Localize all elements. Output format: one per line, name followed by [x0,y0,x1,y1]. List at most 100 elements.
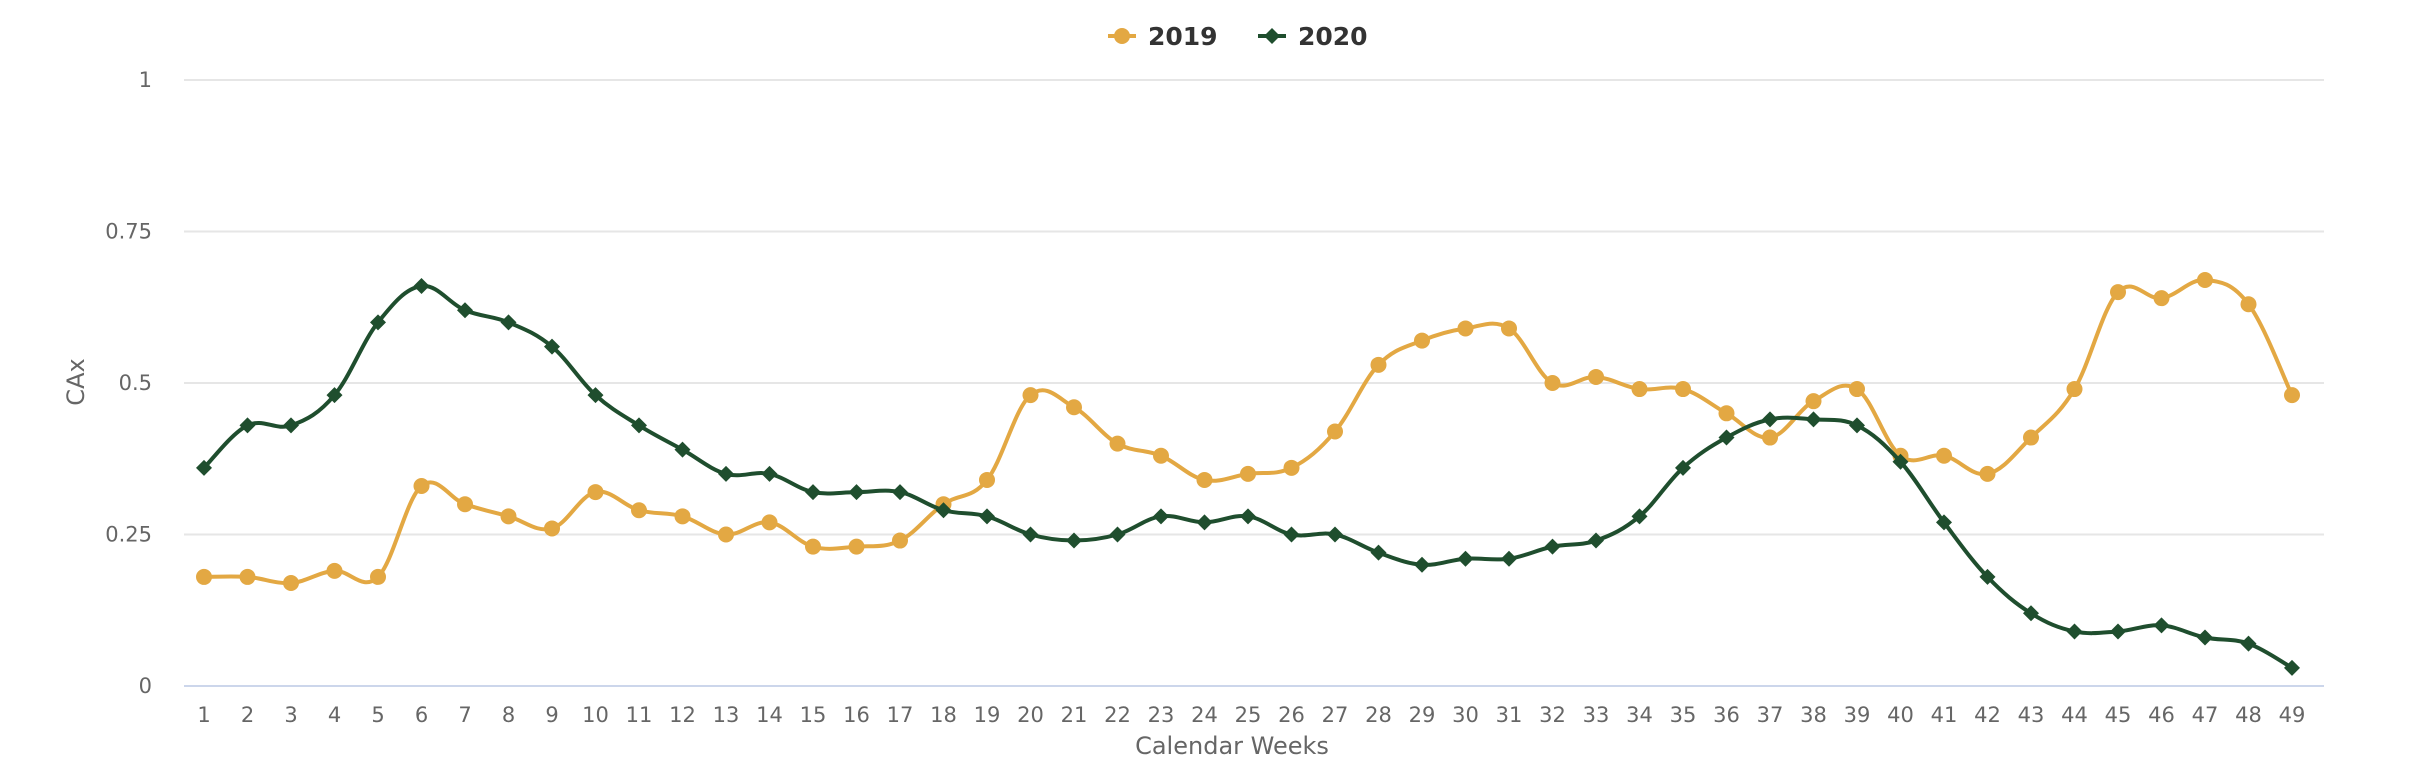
data-point[interactable] [587,387,604,404]
data-point[interactable] [1327,526,1343,543]
legend[interactable]: 2019 2020 [1108,22,1368,51]
data-point[interactable] [1849,381,1865,398]
data-point[interactable] [761,514,778,531]
legend-item-2020[interactable]: 2020 [1258,22,1368,51]
data-point[interactable] [979,508,995,525]
data-point[interactable] [718,526,734,543]
data-point[interactable] [1849,417,1865,434]
legend-item-2019[interactable]: 2019 [1108,22,1218,51]
data-point[interactable] [892,484,908,501]
data-point[interactable] [1544,538,1561,555]
data-point[interactable] [196,568,212,585]
data-point[interactable] [1501,320,1517,337]
data-point[interactable] [848,484,865,501]
data-point[interactable] [805,484,821,501]
data-point[interactable] [1240,465,1256,482]
data-point[interactable] [2197,629,2213,646]
data-point[interactable] [1109,435,1126,452]
data-point[interactable] [1022,526,1039,543]
data-point[interactable] [413,278,430,295]
data-point[interactable] [457,302,473,319]
data-point[interactable] [1544,375,1561,391]
data-point[interactable] [1936,514,1952,531]
data-point[interactable] [805,538,821,555]
data-point[interactable] [283,574,299,591]
data-point[interactable] [2197,271,2213,288]
data-point[interactable] [544,520,560,537]
data-point[interactable] [848,538,865,555]
data-point[interactable] [1588,368,1604,385]
data-point[interactable] [457,496,473,513]
data-point[interactable] [2240,296,2257,313]
data-point[interactable] [2066,623,2083,640]
data-point[interactable] [1675,459,1691,476]
data-point[interactable] [2240,635,2257,652]
data-point[interactable] [1588,532,1604,549]
data-point[interactable] [1892,453,1909,470]
data-point[interactable] [1283,526,1300,543]
data-point[interactable] [1066,532,1082,549]
data-point[interactable] [1762,429,1778,446]
data-point[interactable] [370,314,386,331]
data-point[interactable] [1109,526,1126,543]
data-point[interactable] [935,502,952,519]
data-point[interactable] [1196,514,1213,531]
data-point[interactable] [1370,356,1387,373]
data-point[interactable] [2023,429,2039,446]
data-point[interactable] [761,465,778,482]
data-point[interactable] [1718,405,1735,422]
data-point[interactable] [239,568,256,585]
data-point[interactable] [1805,393,1822,410]
data-point[interactable] [2284,659,2300,676]
data-point[interactable] [2110,284,2126,301]
data-point[interactable] [1805,411,1822,428]
data-point[interactable] [283,417,299,434]
data-point[interactable] [196,459,212,476]
data-point[interactable] [979,471,995,488]
data-point[interactable] [674,508,691,525]
data-point[interactable] [1718,429,1735,446]
data-point[interactable] [370,568,386,585]
data-point[interactable] [1414,332,1430,349]
data-point[interactable] [1457,550,1474,567]
data-point[interactable] [1153,508,1169,525]
data-point[interactable] [1501,550,1517,567]
data-point[interactable] [500,314,517,331]
data-point[interactable] [1370,544,1387,561]
data-point[interactable] [1675,381,1691,398]
data-point[interactable] [892,532,908,549]
data-point[interactable] [1631,381,1648,398]
data-point[interactable] [326,387,343,404]
data-point[interactable] [2066,381,2083,398]
data-point[interactable] [1327,423,1343,440]
data-point[interactable] [1979,465,1996,482]
data-point[interactable] [2153,617,2170,634]
data-point[interactable] [2110,623,2126,640]
data-point[interactable] [587,484,604,501]
data-point[interactable] [1936,447,1952,464]
series-2019[interactable] [196,271,2300,591]
data-point[interactable] [1414,556,1430,573]
data-point[interactable] [674,441,691,458]
data-point[interactable] [2284,387,2300,404]
data-point[interactable] [1196,471,1213,488]
data-point[interactable] [500,508,517,525]
data-point[interactable] [718,465,734,482]
series-2020[interactable] [196,278,2300,676]
data-point[interactable] [239,417,256,434]
data-point[interactable] [1631,508,1648,525]
data-point[interactable] [544,338,560,355]
data-point[interactable] [2153,290,2170,307]
data-point[interactable] [413,478,430,495]
data-point[interactable] [631,417,647,434]
data-point[interactable] [326,562,343,579]
data-point[interactable] [631,502,647,519]
data-point[interactable] [1066,399,1082,416]
data-point[interactable] [1762,411,1778,428]
data-point[interactable] [1153,447,1169,464]
data-point[interactable] [1283,459,1300,476]
data-point[interactable] [1022,387,1039,404]
data-point[interactable] [1979,568,1996,585]
data-point[interactable] [1457,320,1474,337]
data-point[interactable] [1240,508,1256,525]
